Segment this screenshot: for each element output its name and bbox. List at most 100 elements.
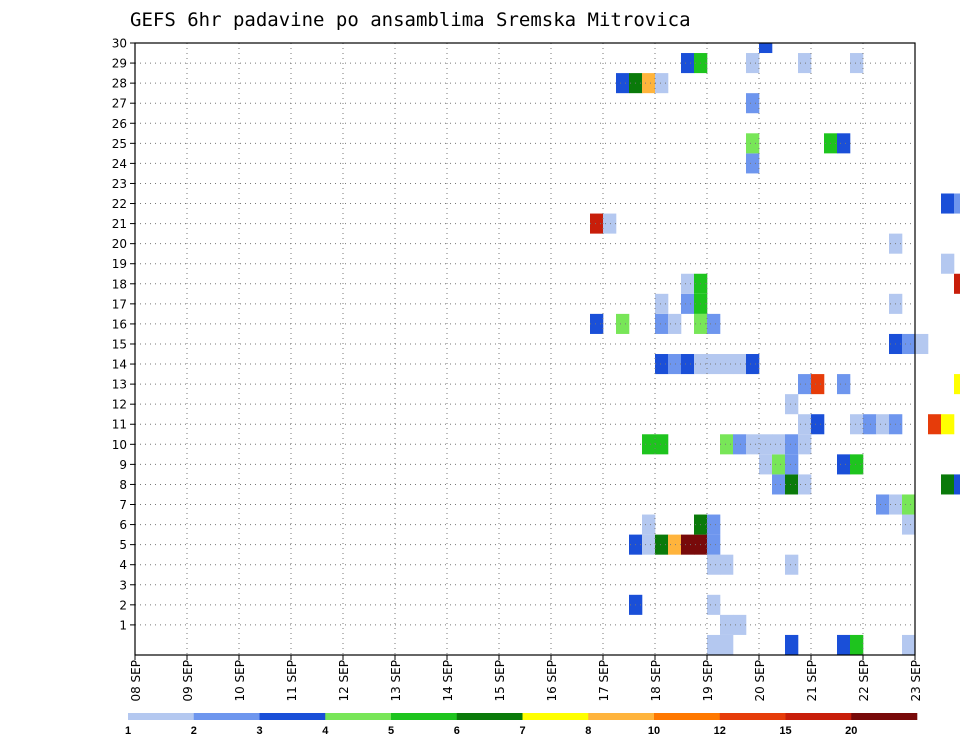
heatmap-cell xyxy=(668,354,682,375)
heatmap-cell xyxy=(616,313,630,334)
heatmap-cell xyxy=(707,534,721,555)
heatmap-cell xyxy=(837,374,851,395)
heatmap-cell xyxy=(746,153,760,174)
heatmap-cell xyxy=(759,43,773,54)
heatmap-cell xyxy=(655,73,669,94)
chart-title: GEFS 6hr padavine po ansamblima Sremska … xyxy=(130,9,691,31)
heatmap-cell xyxy=(954,374,960,395)
y-tick-label: 29 xyxy=(112,57,127,71)
legend-swatch xyxy=(785,713,852,720)
heatmap-cell xyxy=(642,534,656,555)
legend-swatch xyxy=(851,713,918,720)
color-legend: 1 2 3 4 5 6 7 8 10 12 15 20 xyxy=(125,713,918,737)
heatmap-cell xyxy=(772,434,786,455)
heatmap-cell xyxy=(707,313,721,334)
heatmap-cell xyxy=(798,374,812,395)
y-tick-label: 17 xyxy=(112,297,127,311)
heatmap-cell xyxy=(928,414,942,435)
heatmap-cell xyxy=(733,434,747,455)
heatmap-cell xyxy=(837,133,851,154)
y-tick-label: 25 xyxy=(112,137,127,151)
legend-label: 2 xyxy=(191,725,197,737)
legend-swatch xyxy=(522,713,589,720)
heatmap-cell xyxy=(850,454,864,475)
heatmap-cell xyxy=(954,474,960,495)
y-tick-label: 14 xyxy=(112,358,127,372)
heatmap-cell xyxy=(733,354,747,375)
heatmap-cell xyxy=(746,93,760,114)
heatmap-cell xyxy=(681,293,695,314)
y-tick-label: 27 xyxy=(112,97,127,111)
x-tick-label: 08 SEP xyxy=(129,660,143,702)
heatmap-cell xyxy=(850,53,864,74)
legend-label: 15 xyxy=(779,725,791,737)
heatmap-cell xyxy=(655,534,669,555)
legend-label: 1 xyxy=(125,725,131,737)
x-tick-label: 23 SEP xyxy=(909,660,923,702)
heatmap-cell xyxy=(876,414,890,435)
x-axis-ticks: 08 SEP 09 SEP 10 SEP 11 SEP 12 SEP 13 SEP 14 S… xyxy=(129,655,923,702)
heatmap-cell xyxy=(902,333,916,355)
heatmap-cell xyxy=(876,494,890,515)
heatmap-cell xyxy=(785,634,799,655)
x-tick-label: 20 SEP xyxy=(753,660,767,702)
legend-swatch xyxy=(193,713,260,720)
heatmap-cell xyxy=(681,53,695,74)
legend-swatch xyxy=(325,713,392,720)
legend-label: 12 xyxy=(714,725,726,737)
heatmap-cell xyxy=(811,414,825,435)
heatmap-cell xyxy=(720,614,734,635)
y-tick-label: 23 xyxy=(112,177,127,191)
heatmap-cell xyxy=(850,634,864,655)
heatmap-cell xyxy=(707,554,721,575)
heatmap-cell xyxy=(590,213,604,234)
y-tick-label: 13 xyxy=(112,378,127,392)
legend-label: 4 xyxy=(322,725,329,737)
heatmap-cell xyxy=(733,614,747,635)
heatmap-cell xyxy=(655,293,669,314)
heatmap-cell xyxy=(707,354,721,375)
heatmap-cell xyxy=(798,53,812,74)
heatmap-cell xyxy=(837,454,851,475)
legend-label: 3 xyxy=(256,725,262,737)
y-tick-label: 1 xyxy=(119,618,127,632)
heatmap-cell xyxy=(863,414,877,435)
y-tick-label: 19 xyxy=(112,257,127,271)
heatmap-cell xyxy=(668,534,682,555)
y-tick-label: 3 xyxy=(119,578,127,592)
y-tick-label: 9 xyxy=(119,458,127,472)
legend-label: 20 xyxy=(845,725,857,737)
x-tick-label: 09 SEP xyxy=(181,660,195,702)
heatmap-cell xyxy=(785,394,799,415)
y-tick-label: 5 xyxy=(119,538,127,552)
heatmap-cell xyxy=(707,634,721,655)
x-tick-label: 13 SEP xyxy=(389,660,403,702)
legend-swatch xyxy=(259,713,326,720)
legend-label: 6 xyxy=(454,725,460,737)
y-tick-label: 26 xyxy=(112,117,127,131)
legend-label: 5 xyxy=(388,725,394,737)
heatmap-cell xyxy=(642,514,656,535)
y-tick-label: 22 xyxy=(112,197,127,211)
x-tick-label: 16 SEP xyxy=(545,660,559,702)
heatmap-cell xyxy=(785,454,799,475)
heatmap-cell xyxy=(785,554,799,575)
y-tick-label: 8 xyxy=(119,478,127,492)
heatmap-cell xyxy=(785,474,799,495)
heatmap-cell xyxy=(746,133,760,154)
heatmap-cell xyxy=(954,193,960,214)
x-tick-label: 14 SEP xyxy=(441,660,455,702)
grid-lines xyxy=(135,42,915,655)
heatmap-cell xyxy=(798,474,812,495)
y-tick-label: 16 xyxy=(112,317,127,331)
heatmap-cell xyxy=(941,474,955,495)
heatmap-cell xyxy=(954,273,960,294)
heatmap-cell xyxy=(681,534,695,555)
heatmap-cell xyxy=(941,414,955,435)
y-tick-label: 4 xyxy=(119,558,127,572)
heatmap-cell xyxy=(681,354,695,375)
heatmap-cells xyxy=(590,43,960,655)
legend-swatch xyxy=(719,713,786,720)
heatmap-cell xyxy=(785,434,799,455)
legend-label: 10 xyxy=(648,725,660,737)
